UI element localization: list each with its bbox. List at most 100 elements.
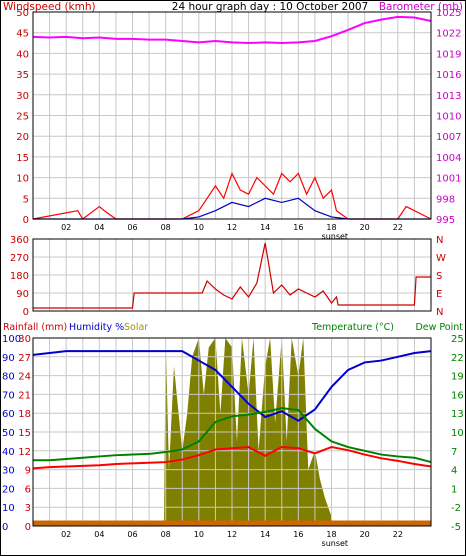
hour-tick-10: 10	[194, 530, 204, 539]
wind-barometer-panel: Windspeed (kmh) 24 hour graph day : 10 O…	[3, 1, 463, 241]
temperature-humidity-plot-border	[32, 337, 432, 527]
direction-tick-270: 270	[10, 253, 29, 264]
windspeed-tick-25: 25	[16, 112, 29, 123]
temperature-tick-labels: 25 22 19 16 13 10 7 4 1 -2 -5	[451, 334, 464, 533]
windspeed-tick-35: 35	[16, 70, 29, 81]
barometer-tick-1025: 1025	[436, 8, 461, 19]
hour-tick-18: 18	[326, 530, 336, 539]
barometer-axis-label: Barometer (mb)	[379, 1, 463, 13]
humidity-tick-70: 70	[2, 390, 15, 401]
hour-tick-06: 06	[127, 530, 137, 539]
temperature-tick-13: 13	[451, 409, 464, 420]
temperature-humidity-panel: Rainfall (mm) Humidity % Solar Temperatu…	[2, 322, 464, 548]
windspeed-tick-15: 15	[16, 153, 29, 164]
series-barometer	[32, 15, 432, 45]
rainfall-tick-12: 12	[18, 447, 31, 458]
barometer-tick-1004: 1004	[436, 153, 461, 164]
humidity-tick-60: 60	[2, 409, 15, 420]
wind-direction-plot-border	[32, 238, 432, 312]
windspeed-tick-40: 40	[16, 49, 29, 60]
chart-title: 24 hour graph day : 10 October 2007	[172, 1, 368, 13]
sunset-label: sunset	[322, 232, 349, 241]
rainfall-tick-15: 15	[18, 428, 31, 439]
rainfall-tick-21: 21	[18, 390, 31, 401]
windspeed-tick-20: 20	[16, 132, 29, 143]
humidity-tick-0: 0	[2, 522, 8, 533]
temperature-tick-25: 25	[451, 334, 464, 345]
direction-tick-0: 0	[23, 307, 29, 318]
temperature-tick--5: -5	[451, 522, 461, 533]
hour-tick-10: 10	[194, 223, 204, 232]
temperature-tick-10: 10	[451, 428, 464, 439]
dewpoint-axis-label: Dew Point	[415, 322, 463, 333]
hour-tick-12: 12	[227, 223, 237, 232]
temperature-axis-label: Temperature (°C)	[311, 322, 394, 333]
hour-tick-02: 02	[61, 530, 71, 539]
rainfall-tick-3: 3	[25, 503, 31, 514]
sunset-label-lower: sunset	[322, 539, 349, 548]
temperature-tick-16: 16	[451, 390, 464, 401]
direction-tick-360: 360	[10, 235, 29, 246]
humidity-tick-40: 40	[2, 447, 15, 458]
compass-tick-2: S	[436, 271, 442, 282]
temperature-tick--2: -2	[451, 503, 461, 514]
hour-tick-18: 18	[326, 223, 336, 232]
rainfall-axis-label: Rainfall (mm)	[3, 322, 67, 333]
temperature-tick-7: 7	[451, 447, 457, 458]
series-wind-gust	[32, 171, 432, 220]
wind-barometer-grid	[33, 12, 431, 219]
windspeed-tick-10: 10	[16, 174, 29, 185]
humidity-axis-label: Humidity %	[69, 322, 124, 333]
hour-tick-20: 20	[360, 223, 370, 232]
hour-tick-labels-lower: 02 04 06 08 10 12 14 16 18 20 22	[61, 530, 403, 539]
temperature-tick-4: 4	[451, 466, 457, 477]
temperature-tick-19: 19	[451, 372, 464, 383]
temperature-humidity-series	[32, 350, 432, 526]
windspeed-tick-30: 30	[16, 91, 29, 102]
windspeed-tick-45: 45	[16, 29, 29, 40]
hour-tick-12: 12	[227, 530, 237, 539]
barometer-tick-1013: 1013	[436, 91, 461, 102]
hour-tick-labels: 02 04 06 08 10 12 14 16 18 20 22	[61, 223, 403, 232]
wind-barometer-plot-border	[32, 11, 432, 220]
series-wind-direction	[33, 242, 431, 309]
solar-axis-label: Solar	[124, 322, 148, 333]
hour-tick-22: 22	[393, 530, 403, 539]
hour-tick-16: 16	[293, 530, 303, 539]
rainfall-tick-18: 18	[18, 409, 31, 420]
barometer-tick-1022: 1022	[436, 29, 461, 40]
direction-degree-labels: 360 270 180 90 0	[10, 235, 29, 318]
temperature-tick-22: 22	[451, 353, 464, 364]
barometer-tick-995: 995	[436, 215, 455, 226]
compass-tick-1: W	[436, 253, 446, 264]
wind-barometer-series	[32, 15, 432, 220]
hour-tick-06: 06	[127, 223, 137, 232]
rainfall-tick-27: 27	[18, 353, 31, 364]
compass-tick-0: N	[436, 235, 443, 246]
hour-tick-08: 08	[161, 223, 171, 232]
hour-tick-08: 08	[161, 530, 171, 539]
barometer-tick-1016: 1016	[436, 70, 461, 81]
series-temperature	[33, 407, 432, 464]
hour-tick-22: 22	[393, 223, 403, 232]
humidity-tick-10: 10	[2, 503, 15, 514]
rainfall-tick-24: 24	[18, 372, 31, 383]
series-average-windspeed	[33, 197, 431, 220]
windspeed-tick-0: 0	[23, 215, 29, 226]
windspeed-tick-50: 50	[16, 8, 29, 19]
humidity-tick-80: 80	[2, 372, 15, 383]
hour-tick-04: 04	[94, 530, 104, 539]
rainfall-tick-0: 0	[25, 522, 31, 533]
barometer-tick-998: 998	[436, 194, 455, 205]
direction-tick-180: 180	[10, 271, 29, 282]
series-dew-point	[32, 446, 432, 470]
compass-tick-4: N	[436, 307, 443, 318]
humidity-tick-100: 100	[2, 334, 21, 345]
humidity-tick-20: 20	[2, 484, 15, 495]
barometer-tick-1007: 1007	[436, 132, 461, 143]
